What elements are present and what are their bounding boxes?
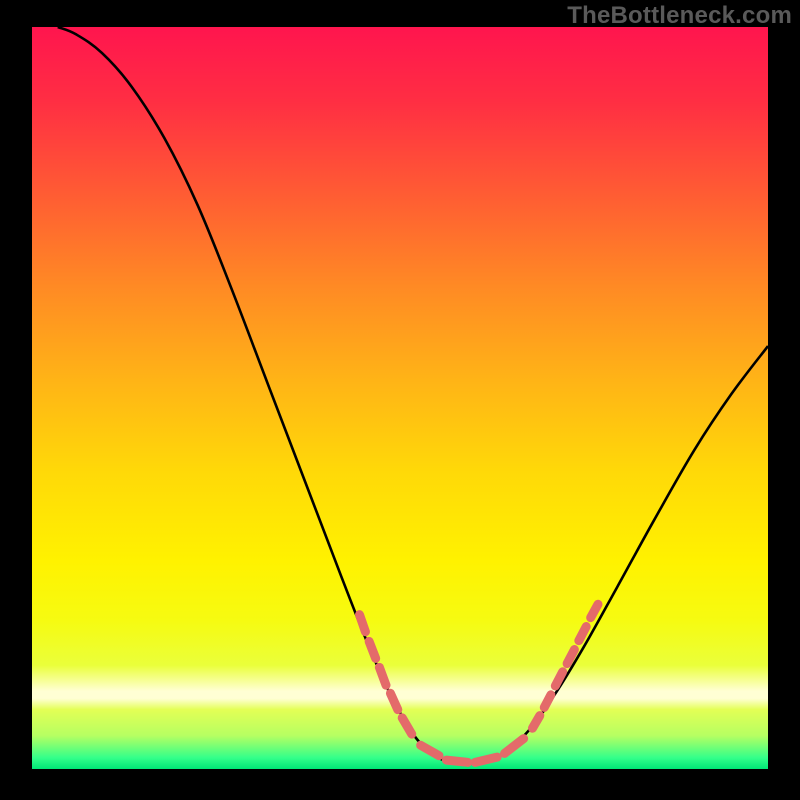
dash-segment: [360, 615, 366, 632]
plot-background: [32, 27, 768, 769]
dash-segment: [446, 760, 467, 762]
chart-svg: [0, 0, 800, 800]
dash-segment: [475, 757, 497, 762]
dash-segment: [379, 667, 386, 685]
dash-segment: [369, 641, 376, 658]
watermark-label: TheBottleneck.com: [567, 2, 792, 30]
dash-segment: [532, 716, 539, 729]
dash-segment: [544, 695, 551, 708]
chart-frame: TheBottleneck.com: [0, 0, 800, 800]
